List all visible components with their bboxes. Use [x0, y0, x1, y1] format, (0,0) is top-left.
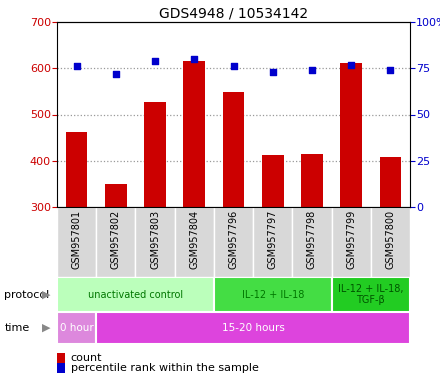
FancyBboxPatch shape — [253, 207, 292, 277]
Text: GSM957804: GSM957804 — [189, 210, 199, 269]
FancyBboxPatch shape — [214, 277, 332, 312]
FancyBboxPatch shape — [371, 207, 410, 277]
Point — [151, 58, 158, 64]
FancyBboxPatch shape — [96, 312, 410, 344]
Bar — [223, 92, 244, 207]
Text: 15-20 hours: 15-20 hours — [222, 323, 285, 333]
Text: GSM957802: GSM957802 — [111, 210, 121, 269]
FancyBboxPatch shape — [57, 207, 96, 277]
FancyBboxPatch shape — [57, 277, 214, 312]
Title: GDS4948 / 10534142: GDS4948 / 10534142 — [159, 7, 308, 21]
Point — [387, 67, 394, 73]
Bar — [341, 63, 362, 207]
FancyBboxPatch shape — [332, 207, 371, 277]
Point — [348, 61, 355, 68]
Text: GSM957800: GSM957800 — [385, 210, 396, 269]
Point — [230, 63, 237, 70]
Text: GSM957796: GSM957796 — [228, 210, 238, 269]
Text: time: time — [4, 323, 29, 333]
Point — [191, 56, 198, 62]
Text: ▶: ▶ — [42, 323, 50, 333]
Bar — [144, 102, 166, 207]
FancyBboxPatch shape — [136, 207, 175, 277]
Bar — [66, 132, 88, 207]
Text: ▶: ▶ — [42, 290, 50, 300]
Point — [269, 69, 276, 75]
Text: GSM957801: GSM957801 — [72, 210, 81, 269]
Point — [308, 67, 315, 73]
Text: GSM957798: GSM957798 — [307, 210, 317, 269]
Bar — [262, 155, 283, 207]
FancyBboxPatch shape — [292, 207, 332, 277]
Text: protocol: protocol — [4, 290, 50, 300]
Point — [73, 63, 80, 70]
FancyBboxPatch shape — [332, 277, 410, 312]
Text: percentile rank within the sample: percentile rank within the sample — [71, 363, 259, 373]
Text: GSM957797: GSM957797 — [268, 210, 278, 269]
FancyBboxPatch shape — [214, 207, 253, 277]
FancyBboxPatch shape — [96, 207, 136, 277]
Text: GSM957803: GSM957803 — [150, 210, 160, 269]
FancyBboxPatch shape — [175, 207, 214, 277]
Point — [112, 71, 119, 77]
FancyBboxPatch shape — [57, 312, 96, 344]
Text: unactivated control: unactivated control — [88, 290, 183, 300]
Text: 0 hour: 0 hour — [60, 323, 93, 333]
Bar — [105, 184, 127, 207]
Bar — [301, 154, 323, 207]
Bar — [183, 61, 205, 207]
Text: GSM957799: GSM957799 — [346, 210, 356, 269]
Text: IL-12 + IL-18: IL-12 + IL-18 — [242, 290, 304, 300]
Text: count: count — [71, 353, 102, 363]
Bar — [380, 157, 401, 207]
Text: IL-12 + IL-18,
TGF-β: IL-12 + IL-18, TGF-β — [338, 284, 403, 305]
